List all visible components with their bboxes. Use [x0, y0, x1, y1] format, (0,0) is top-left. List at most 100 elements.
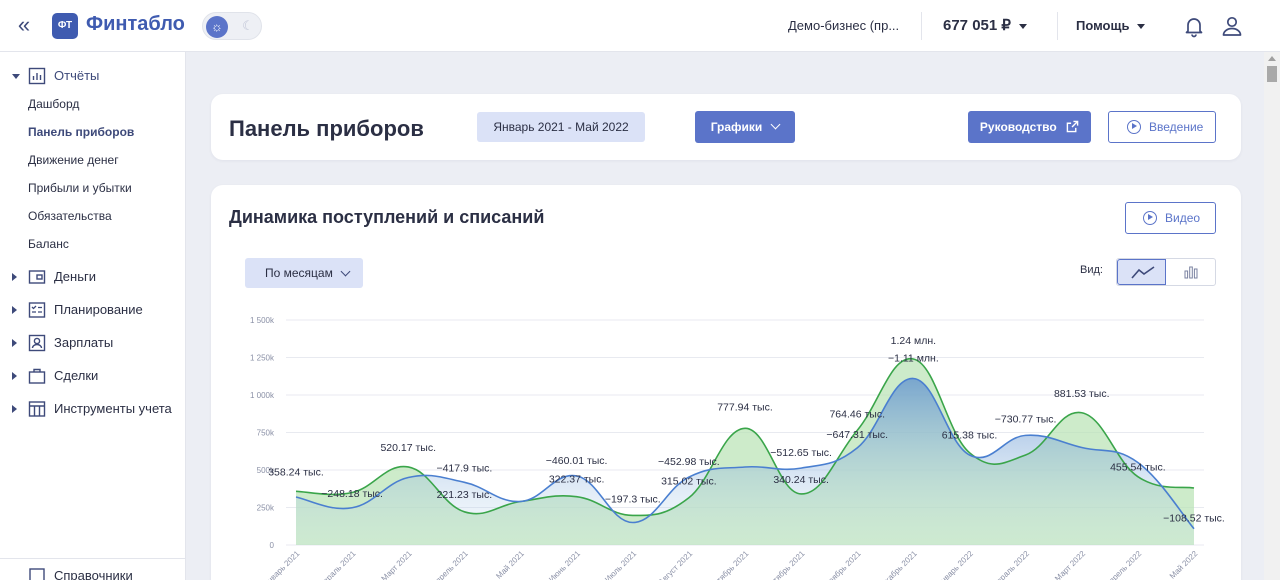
view-label: Вид:	[1080, 264, 1103, 276]
sidebar-item-label: Планирование	[54, 302, 143, 317]
guide-button-label: Руководство	[979, 120, 1057, 134]
sidebar-subitem-balance[interactable]: Баланс	[28, 237, 69, 251]
y-tick-label: 1 000k	[250, 391, 275, 400]
logo-text[interactable]: Финтабло	[86, 13, 185, 35]
sidebar-item-salaries[interactable]: Зарплаты	[0, 330, 186, 356]
table-icon	[28, 401, 46, 417]
data-label: 340.24 тыс.	[773, 474, 829, 486]
data-label: 221.23 тыс.	[437, 489, 493, 501]
sidebar-subitem-instrument-panel[interactable]: Панель приборов	[28, 125, 135, 139]
view-toggle	[1116, 258, 1216, 286]
sidebar-subitem-cash-flow[interactable]: Движение денег	[28, 153, 119, 167]
period-selector[interactable]: Январь 2021 - Май 2022	[477, 112, 645, 142]
sidebar-subitem-liabilities[interactable]: Обязательства	[28, 209, 112, 223]
x-tick-label: Июль 2021	[603, 549, 638, 580]
x-tick-label: Декабрь 2021	[876, 549, 919, 580]
top-bar: « ФТ Финтабло ☼ ☾ Демо-бизнес (пр... 677…	[0, 0, 1280, 52]
wallet-icon	[28, 270, 46, 284]
data-label: −108.52 тыс.	[1163, 513, 1225, 525]
y-tick-label: 1 250k	[250, 354, 275, 363]
x-tick-label: Май 2022	[1168, 549, 1200, 580]
user-icon[interactable]	[1220, 14, 1244, 38]
data-label: −460.01 тыс.	[546, 455, 608, 467]
x-tick-label: Март 2022	[1053, 549, 1087, 580]
bar-view-button[interactable]	[1167, 259, 1215, 285]
x-tick-label: Февраль 2022	[988, 549, 1032, 580]
balance-value: 677 051 ₽	[943, 17, 1011, 34]
video-button[interactable]: Видео	[1125, 202, 1216, 234]
scroll-thumb[interactable]	[1267, 66, 1277, 82]
sidebar-item-label: Справочники	[54, 568, 133, 580]
video-button-label: Видео	[1165, 211, 1201, 225]
charts-dropdown-button[interactable]: Графики	[695, 111, 795, 143]
x-tick-label: Июнь 2021	[547, 549, 582, 580]
collapse-sidebar-icon[interactable]: «	[17, 12, 31, 37]
logo-badge[interactable]: ФТ	[52, 13, 78, 39]
sidebar-subitem-profit-loss[interactable]: Прибыли и убытки	[28, 181, 132, 195]
page-header-card: Панель приборов Январь 2021 - Май 2022 Г…	[211, 94, 1241, 160]
data-label: 881.53 тыс.	[1054, 388, 1110, 400]
sidebar-item-reports[interactable]: Отчёты	[0, 63, 186, 89]
y-tick-label: 500k	[257, 466, 275, 475]
x-tick-label: Январь 2021	[261, 549, 301, 580]
intro-button[interactable]: Введение	[1108, 111, 1216, 143]
sidebar-subitem-dashboard[interactable]: Дашборд	[28, 97, 80, 111]
expand-right-icon	[12, 405, 17, 413]
x-tick-label: Апрель 2021	[430, 549, 470, 580]
moon-icon[interactable]: ☾	[242, 18, 254, 33]
x-tick-label: Август 2021	[657, 549, 695, 580]
sidebar-item-label: Сделки	[54, 368, 99, 383]
theme-toggle[interactable]: ☼ ☾	[202, 12, 262, 40]
data-label: −417.9 тыс.	[436, 462, 492, 474]
y-tick-label: 750k	[257, 429, 275, 438]
help-dropdown[interactable]: Помощь	[1076, 0, 1146, 52]
briefcase-icon	[28, 368, 46, 384]
sun-icon[interactable]: ☼	[206, 16, 228, 38]
x-tick-label: Январь 2022	[935, 549, 975, 580]
sidebar-item-label: Отчёты	[54, 68, 100, 83]
divider	[921, 12, 922, 40]
caret-down-icon	[1018, 23, 1027, 29]
data-label: 455.54 тыс.	[1110, 462, 1166, 474]
charts-button-label: Графики	[710, 120, 763, 134]
data-label: −248.18 тыс.	[321, 488, 383, 500]
scroll-up-arrow-icon[interactable]	[1268, 56, 1276, 61]
guide-button[interactable]: Руководство	[968, 111, 1091, 143]
x-tick-label: Апрель 2022	[1104, 549, 1144, 580]
sidebar-item-money[interactable]: Деньги	[0, 264, 186, 290]
sidebar-item-planning[interactable]: Планирование	[0, 297, 186, 323]
balance-dropdown[interactable]: 677 051 ₽	[943, 0, 1027, 52]
person-card-icon	[28, 334, 46, 352]
sidebar: Отчёты Дашборд Панель приборов Движение …	[0, 52, 186, 580]
sidebar-item-deals[interactable]: Сделки	[0, 363, 186, 389]
external-link-icon	[1066, 120, 1079, 133]
scrollbar[interactable]	[1264, 52, 1280, 580]
sidebar-item-label: Деньги	[54, 269, 96, 284]
sidebar-item-accounting-tools[interactable]: Инструменты учета	[0, 396, 186, 422]
line-view-button[interactable]	[1117, 259, 1166, 285]
data-label: −197.3 тыс.	[605, 493, 661, 505]
business-selector[interactable]: Демо-бизнес (пр...	[788, 0, 899, 52]
data-label: 764.46 тыс.	[829, 408, 885, 420]
data-label: 615.38 тыс.	[942, 430, 998, 442]
group-by-dropdown[interactable]: По месяцам	[245, 258, 363, 288]
inflow-line	[295, 358, 1195, 517]
business-name: Демо-бизнес (пр...	[788, 18, 900, 33]
planning-icon	[28, 302, 46, 318]
expand-right-icon	[12, 372, 17, 380]
page-title: Панель приборов	[229, 116, 424, 141]
reports-icon	[28, 67, 46, 85]
x-tick-label: Октябрь 2021	[764, 549, 807, 580]
data-label: −1.11 млн.	[888, 353, 939, 365]
y-tick-label: 1 500k	[250, 316, 275, 325]
intro-button-label: Введение	[1149, 120, 1204, 134]
caret-down-icon	[1137, 24, 1146, 30]
directory-icon	[29, 568, 45, 580]
data-label: 520.17 тыс.	[380, 442, 436, 454]
x-tick-label: Ноябрь 2021	[823, 549, 864, 580]
bell-icon[interactable]	[1182, 14, 1206, 38]
y-tick-label: 250k	[257, 504, 275, 513]
sidebar-item-label: Зарплаты	[54, 335, 114, 350]
sidebar-item-directories[interactable]: Справочники	[0, 558, 186, 580]
